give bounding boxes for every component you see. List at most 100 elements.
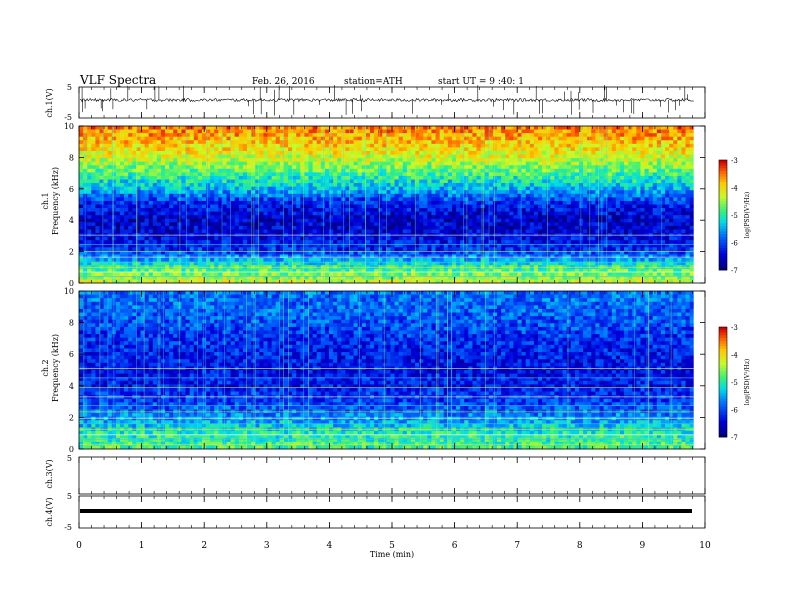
spectrogram-cell [271, 197, 277, 202]
spectrogram-cell [402, 168, 408, 173]
spectrogram-cell [509, 129, 514, 134]
spectrogram-cell [439, 222, 445, 227]
spectrogram-cell [542, 211, 547, 216]
spectrogram-cell [218, 129, 223, 134]
spectrogram-cell [476, 183, 482, 188]
spectrogram-cell [505, 147, 510, 152]
spectrogram-cell [169, 133, 174, 138]
spectrogram-cell [173, 165, 178, 170]
spectrogram-cell [136, 172, 141, 177]
spectrogram-cell [456, 140, 461, 145]
spectrogram-cell [652, 183, 658, 188]
spectrogram-cell [443, 208, 449, 213]
spectrogram-cell [464, 143, 469, 148]
spectrogram-cell [218, 168, 223, 173]
spectrogram-cell [685, 143, 691, 148]
spectrogram-cell [148, 211, 154, 216]
spectrogram-cell [312, 129, 318, 134]
spectrogram-cell [648, 204, 654, 209]
spectrogram-cell [181, 193, 186, 198]
spectrogram-cell [415, 140, 420, 145]
spectrogram-cell [230, 200, 236, 205]
spectrogram-cell [267, 158, 273, 163]
spectrogram-cell [574, 179, 580, 184]
spectrogram-cell [566, 126, 572, 130]
spectrogram-cell [464, 158, 469, 163]
spectrogram-cell [595, 172, 600, 177]
spectrogram-cell [566, 183, 572, 188]
ch1-ytick-5: 5 [67, 83, 72, 92]
spectrogram-cell [119, 136, 125, 141]
spectrogram-cell [505, 168, 510, 173]
spectrogram-cell [259, 140, 264, 145]
spectrogram-cell [677, 179, 682, 184]
spectrogram-cell [79, 175, 84, 180]
spectrogram-cell [279, 190, 285, 195]
spectrogram-cell [533, 211, 539, 216]
spectrogram-cell [156, 218, 162, 223]
spectrogram-cell [320, 225, 326, 230]
spectrogram-cell [431, 175, 436, 180]
spectrogram-cell [533, 218, 539, 223]
spectrogram-cell [374, 136, 379, 141]
spectrogram-cell [357, 136, 363, 141]
spectrogram-cell [226, 211, 232, 216]
spectrogram-cell [398, 158, 404, 163]
spectrogram-cell [144, 204, 150, 209]
spectrogram-cell [304, 172, 309, 177]
spectrogram-cell [509, 140, 514, 145]
spectrogram-cell [353, 200, 359, 205]
spectrogram-cell [337, 158, 342, 163]
spectrogram-cell [636, 193, 641, 198]
spectrogram-cell [615, 183, 621, 188]
spectrogram-cell [365, 143, 371, 148]
spectrogram-cell [91, 133, 96, 138]
spectrogram-cell [283, 154, 289, 159]
spectrogram-cell [665, 168, 670, 173]
spectrogram-cell [263, 236, 268, 241]
spectrogram-cell [550, 136, 555, 141]
spectrogram-cell [660, 147, 666, 152]
spectrogram-cell [505, 208, 510, 213]
spectrogram-cell [574, 240, 580, 245]
spectrogram-cell [300, 154, 305, 159]
spectrogram-cell [521, 240, 527, 245]
spectrogram-cell [562, 222, 568, 227]
spectrogram-cell [390, 190, 395, 195]
spectrogram-cell [574, 172, 580, 177]
spectrogram-cell [632, 133, 637, 138]
spectrogram-cell [488, 222, 494, 227]
spectrogram-cell [435, 161, 441, 166]
spectrogram-cell [242, 154, 248, 159]
spectrogram-cell [79, 129, 84, 134]
spectrogram-cell [271, 158, 277, 163]
spectrogram-cell [689, 193, 695, 198]
spectrogram-cell [423, 208, 428, 213]
spectrogram-cell [173, 193, 178, 198]
spectrogram-cell [484, 165, 490, 170]
spectrogram-cell [374, 222, 379, 227]
spectrogram-cell [156, 208, 162, 213]
spectrogram-cell [316, 236, 322, 241]
spectrogram-cell [497, 143, 502, 148]
spectrogram-cell [689, 143, 695, 148]
spectrogram-cell [447, 183, 453, 188]
spectrogram-cell [628, 154, 633, 159]
spectrogram-cell [583, 183, 588, 188]
spectrogram-cell [689, 204, 695, 209]
spectrogram-cell [497, 208, 502, 213]
spectrogram-cell [636, 211, 641, 216]
spectrogram-cell [476, 154, 482, 159]
spectrogram-cell [673, 161, 678, 166]
spectrogram-cell [443, 129, 449, 134]
spectrogram-cell [619, 222, 625, 227]
spectrogram-cell [119, 186, 125, 191]
spectrogram-cell [394, 204, 400, 209]
spectrogram-cell [591, 190, 596, 195]
spectrogram-cell [665, 204, 670, 209]
spectrogram-cell [587, 175, 592, 180]
spectrogram-cell [242, 211, 248, 216]
spectrogram-cell [95, 126, 100, 130]
spectrogram-cell [152, 208, 158, 213]
spectrogram-cell [460, 183, 465, 188]
